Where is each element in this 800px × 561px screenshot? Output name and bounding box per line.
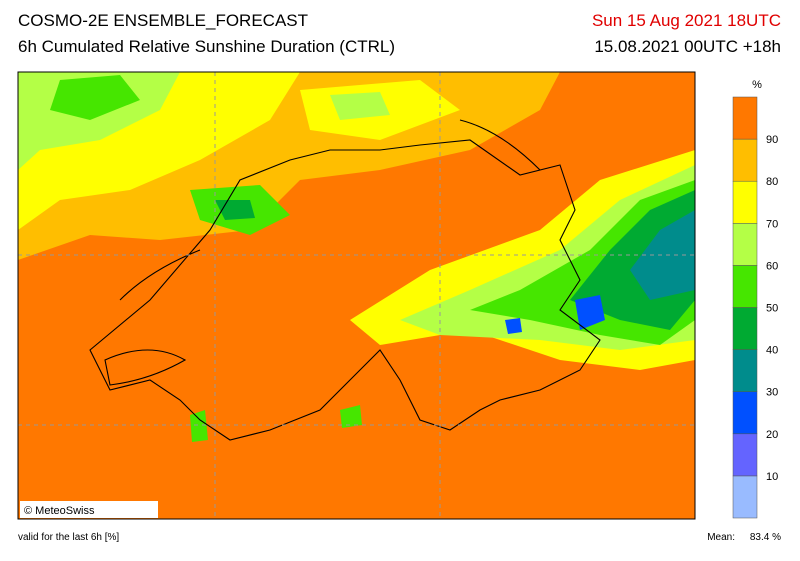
- colorbar-tick-label: 50: [766, 303, 778, 315]
- colorbar: % 10 20 30 40 50 60 70 80 90: [732, 79, 778, 519]
- mean-label: Mean:: [707, 532, 735, 543]
- subtitle: 6h Cumulated Relative Sunshine Duration …: [18, 37, 395, 56]
- copyright: © MeteoSwiss: [24, 505, 95, 517]
- colorbar-swatch: [732, 475, 758, 519]
- colorbar-swatch: [732, 349, 758, 392]
- colorbar-swatch: [732, 96, 758, 140]
- colorbar-tick-label: 70: [766, 218, 778, 230]
- map: © MeteoSwiss: [17, 71, 696, 520]
- colorbar-swatch: [732, 138, 758, 182]
- colorbar-tick-label: 80: [766, 176, 778, 188]
- colorbar-tick-label: 30: [766, 387, 778, 399]
- map-frame: [17, 71, 696, 520]
- colorbar-swatch: [732, 391, 758, 435]
- colorbar-unit: %: [752, 79, 762, 91]
- colorbar-tick-label: 60: [766, 260, 778, 272]
- colorbar-tick-label: 40: [766, 345, 778, 357]
- run-time: Sun 15 Aug 2021 18UTC: [592, 11, 781, 30]
- colorbar-swatch: [732, 265, 758, 308]
- colorbar-tick-label: 20: [766, 429, 778, 441]
- colorbar-swatch: [732, 180, 758, 224]
- colorbar-tick-label: 10: [766, 471, 778, 483]
- validity-note: valid for the last 6h [%]: [18, 532, 119, 543]
- colorbar-tick-label: 90: [766, 134, 778, 146]
- copyright-box: [20, 501, 158, 518]
- valid-time: 15.08.2021 00UTC +18h: [594, 37, 781, 56]
- colorbar-swatch: [732, 433, 758, 477]
- colorbar-swatch: [732, 223, 758, 266]
- colorbar-swatch: [732, 307, 758, 350]
- title: COSMO-2E ENSEMBLE_FORECAST: [18, 11, 308, 30]
- mean-value: 83.4 %: [750, 532, 781, 543]
